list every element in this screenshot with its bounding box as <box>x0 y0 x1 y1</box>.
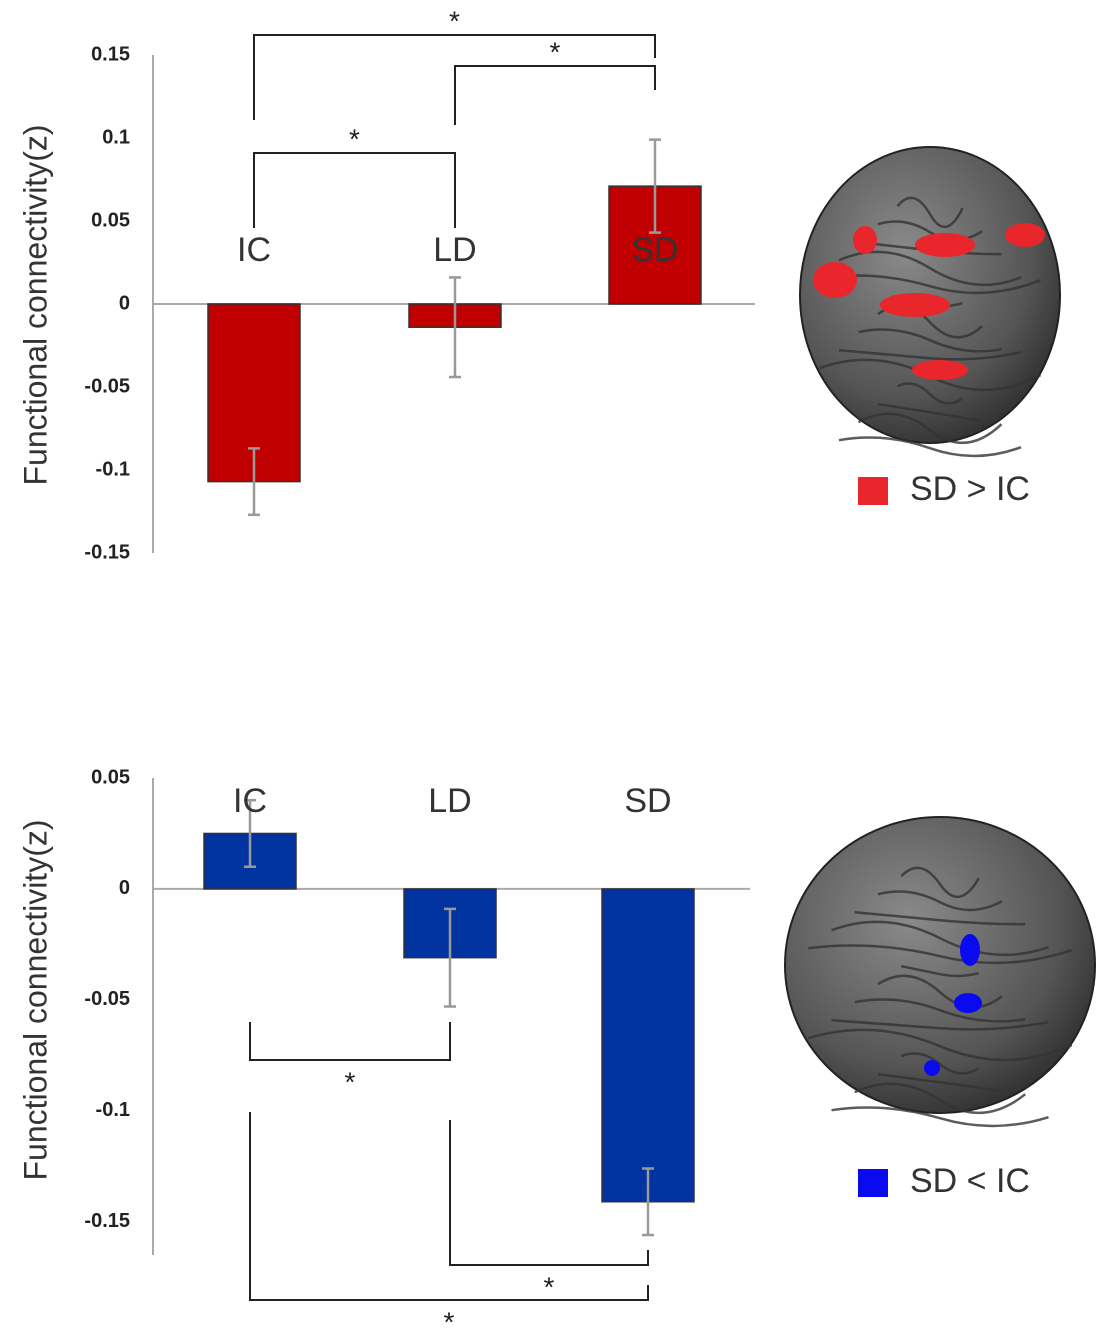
brain-sulcus <box>900 1052 980 1075</box>
brain-sulcus <box>900 964 980 978</box>
error-bar <box>642 1167 654 1237</box>
y-axis-label: Functional connectivity(z) <box>17 819 53 1180</box>
error-bar <box>649 138 661 234</box>
brain-image <box>784 816 1096 1128</box>
brain-sulcus <box>808 944 1073 965</box>
brain-sulcus <box>838 436 1022 458</box>
significance-bracket <box>249 1022 451 1061</box>
y-tick-label: -0.1 <box>96 458 130 480</box>
brain-image <box>799 146 1061 458</box>
legend-swatch <box>858 1169 888 1197</box>
y-tick-label: -0.05 <box>84 988 130 1010</box>
significance-bracket <box>253 34 656 120</box>
y-tick-label: 0.15 <box>91 43 130 65</box>
brain-sulcus <box>854 998 1026 1023</box>
bar <box>601 888 695 1203</box>
error-bar <box>449 276 461 379</box>
error-bar <box>248 447 260 517</box>
y-tick-label: 0.05 <box>91 209 130 231</box>
category-label: LD <box>433 231 476 269</box>
brain-sulcus <box>900 866 980 898</box>
brain-sulcus <box>854 1082 1027 1114</box>
y-tick-label: -0.15 <box>84 1210 130 1232</box>
significance-label: * <box>349 123 360 154</box>
significance-label: * <box>449 5 460 36</box>
brain-sulcus <box>857 412 1003 444</box>
y-tick-label: 0.05 <box>91 766 130 788</box>
brain-sulcus <box>854 910 1026 926</box>
brain-sulcus <box>877 1072 1003 1093</box>
activation-blob <box>853 226 877 254</box>
y-tick-label: -0.1 <box>96 1099 130 1121</box>
brain-sulcus <box>838 348 1022 361</box>
significance-bracket <box>253 152 456 228</box>
category-label: IC <box>237 231 271 269</box>
brain-sulcus <box>831 1018 1049 1031</box>
category-label: SD <box>631 231 678 269</box>
error-bar <box>444 907 456 1008</box>
activation-blob <box>915 233 975 257</box>
activation-blob <box>924 1060 940 1076</box>
legend-label: SD > IC <box>910 470 1030 508</box>
y-tick-label: 0 <box>119 877 130 899</box>
significance-bracket <box>454 65 656 125</box>
activation-blob <box>960 934 980 966</box>
error-bar <box>244 798 256 868</box>
significance-label: * <box>544 1271 555 1302</box>
y-axis-label: Functional connectivity(z) <box>17 124 53 485</box>
brain-sulcus <box>877 890 1003 912</box>
significance-bracket <box>449 1120 649 1266</box>
y-tick-label: -0.15 <box>84 541 130 563</box>
significance-label: * <box>550 36 561 67</box>
brain-sulcus <box>831 920 1049 957</box>
y-tick-label: 0 <box>119 292 130 314</box>
legend-label: SD < IC <box>910 1162 1030 1200</box>
activation-blob <box>954 993 982 1013</box>
brain-sulcus <box>877 974 1003 1009</box>
significance-bracket <box>249 1112 649 1301</box>
category-label: IC <box>233 782 267 820</box>
significance-label: * <box>444 1306 455 1333</box>
activation-blob <box>1005 223 1045 247</box>
brain-sulcus <box>858 328 1002 353</box>
category-label: SD <box>624 782 671 820</box>
brain-sulcus <box>831 1106 1049 1128</box>
activation-blob <box>912 360 968 380</box>
activation-blob <box>880 293 950 317</box>
activation-blob <box>813 262 857 298</box>
y-tick-label: -0.05 <box>84 375 130 397</box>
brain <box>784 816 1096 1114</box>
brain-sulcus <box>896 382 964 405</box>
significance-label: * <box>345 1066 356 1097</box>
brain-sulcus <box>896 196 964 228</box>
category-label: LD <box>428 782 471 820</box>
y-tick-label: 0.1 <box>102 126 130 148</box>
legend-swatch <box>858 477 888 505</box>
brain-sulcus <box>877 402 983 423</box>
brain-sulcus <box>807 1028 1073 1062</box>
